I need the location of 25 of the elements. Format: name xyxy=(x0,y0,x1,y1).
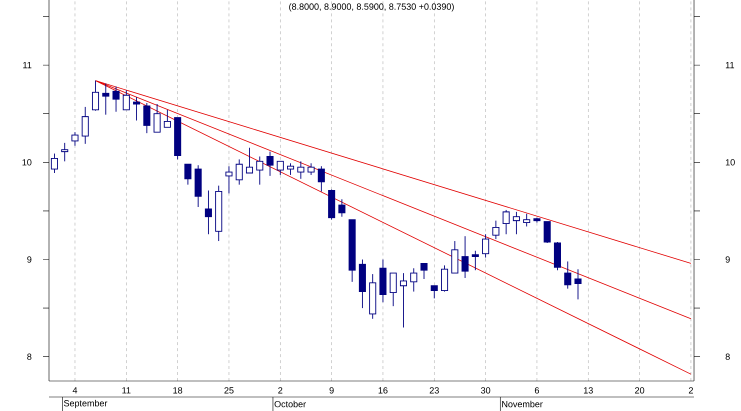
x-tick-label: 6 xyxy=(534,387,540,394)
x-tick-label: 4 xyxy=(72,387,78,394)
y-tick-label: 9 xyxy=(27,256,32,263)
text: October xyxy=(274,400,306,408)
x-tick-label: 30 xyxy=(480,387,490,394)
y2-tick-label: 11 xyxy=(726,62,734,68)
y-tick-label: 11 xyxy=(23,62,32,68)
text: November xyxy=(502,400,543,408)
x-tick-label: 9 xyxy=(330,387,334,394)
text: September xyxy=(64,400,108,408)
x-tick-label: 23 xyxy=(430,387,439,394)
x-tick-label: 20 xyxy=(635,387,644,394)
x-tick-label: 11 xyxy=(122,387,131,394)
y2-tick-label: 9 xyxy=(726,256,730,263)
x-tick-label: 16 xyxy=(378,387,388,394)
y-tick-label: 8 xyxy=(27,354,32,360)
y2-tick-label: 8 xyxy=(726,354,730,360)
y2-tick-label: 10 xyxy=(726,159,735,166)
x-tick-label: 2 xyxy=(278,387,282,394)
x-tick-label: 13 xyxy=(584,387,593,394)
x-tick-label: 2 xyxy=(688,387,693,394)
x-tick-label: 18 xyxy=(173,387,182,394)
y-tick-label: 10 xyxy=(22,159,32,166)
chart-title: (8.8000, 8.9000, 8.5900, 8.7530 +0.0390) xyxy=(289,3,454,12)
x-tick-label: 25 xyxy=(224,387,234,394)
